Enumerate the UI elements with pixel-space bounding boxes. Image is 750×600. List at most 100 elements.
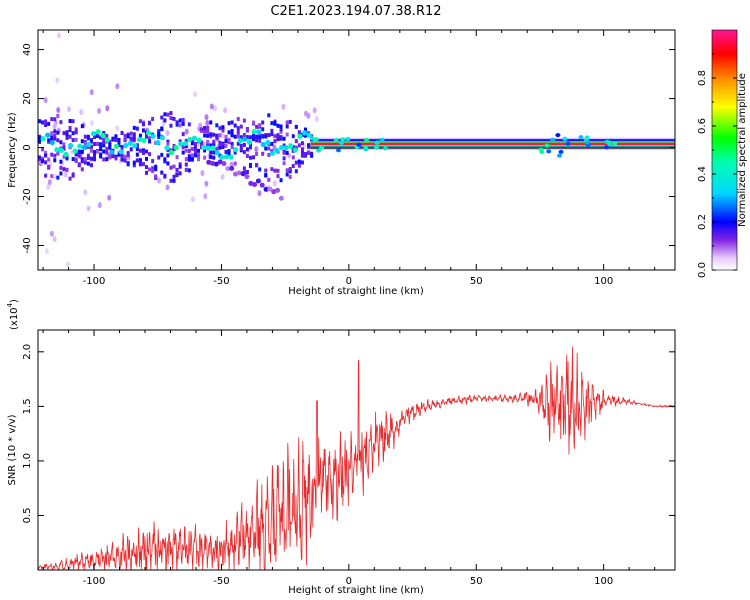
spectrogram-cell: [129, 147, 133, 152]
spectrogram-cell: [172, 174, 176, 179]
spectrogram-cell: [44, 160, 48, 165]
spectrogram-cell: [102, 157, 106, 162]
spectrogram-heatmap: [38, 32, 675, 268]
spectrogram-cell: [224, 139, 228, 144]
spectrogram-haze-cell: [83, 189, 88, 196]
spectrogram-haze-cell: [52, 173, 57, 180]
spectrogram-cell: [172, 178, 176, 183]
spectrogram-cell: [89, 163, 93, 168]
spectrogram-cell: [117, 137, 121, 142]
spectrogram-cell: [53, 117, 57, 122]
spectrogram-haze-cell: [220, 132, 225, 139]
spectrogram-cell: [236, 129, 240, 134]
spectrogram-cell: [236, 134, 240, 139]
spectrogram-cell: [86, 153, 90, 158]
spectrogram-cell: [148, 121, 152, 126]
spectrogram-cell: [166, 112, 170, 117]
spectrogram-x-tick-label: 50: [470, 276, 483, 287]
spectrogram-cell: [261, 151, 265, 156]
spectrogram-core-cell: [95, 129, 101, 135]
spectrogram-cell: [178, 164, 182, 169]
spectrogram-cell: [105, 150, 109, 155]
spectrogram-core-cell: [68, 142, 74, 149]
spectrogram-cell: [181, 150, 185, 155]
spectrogram-panel: -100 -50 0 50 100 -40 -20 0 20 40 Height of strai…: [7, 29, 676, 297]
spectrogram-cell: [62, 145, 66, 150]
spectrogram-cell: [175, 172, 179, 177]
spectrogram-cell: [230, 145, 234, 150]
spectrogram-core-cell: [278, 144, 285, 151]
spectrogram-x-label: Height of straight line (km): [288, 286, 424, 297]
spectrogram-haze-cell: [223, 107, 228, 114]
spectrogram-haze-cell: [209, 103, 214, 110]
spectrogram-cell: [218, 140, 222, 145]
spectrogram-cell: [44, 150, 48, 155]
spectrogram-cell: [71, 173, 75, 178]
spectrogram-cell: [233, 134, 237, 139]
spectrogram-core-cell: [265, 139, 271, 146]
spectrogram-haze-cell: [52, 236, 57, 243]
spectrogram-streak-cell: [206, 159, 212, 165]
spectrogram-cell: [178, 118, 182, 123]
spectrogram-haze-cell: [89, 89, 94, 96]
spectrogram-cell: [252, 137, 256, 142]
spectrogram-haze-cell: [192, 91, 197, 98]
spectrogram-cell: [169, 111, 173, 116]
spectrogram-cell: [242, 142, 246, 147]
spectrogram-cell: [291, 134, 295, 139]
spectrogram-haze-cell: [200, 170, 205, 177]
spectrogram-cell: [255, 162, 259, 167]
spectrogram-cell: [187, 148, 191, 153]
spectrogram-cell: [126, 151, 130, 156]
spectrogram-cell: [264, 173, 268, 178]
spectrogram-cell: [62, 131, 66, 136]
spectrogram-cell: [279, 129, 283, 134]
spectrogram-cell: [200, 140, 204, 145]
spectrogram-cell: [145, 149, 149, 154]
spectrogram-cell: [175, 120, 179, 125]
spectrogram-core-cell: [178, 141, 184, 147]
spectrogram-core-cell: [159, 135, 165, 141]
spectrogram-cell: [157, 135, 161, 140]
spectrogram-cell: [166, 141, 170, 146]
spectrogram-cell: [288, 169, 292, 174]
spectrogram-cell: [77, 149, 81, 154]
spectrogram-cell: [102, 137, 106, 142]
spectrogram-core-cell: [182, 141, 188, 147]
spectrogram-cell: [71, 131, 75, 136]
spectrogram-cell: [141, 162, 145, 167]
spectrogram-cell: [248, 135, 252, 140]
spectrogram-cell: [181, 132, 185, 137]
spectrogram-cell: [258, 167, 262, 172]
spectrogram-cell: [221, 128, 225, 133]
spectrogram-streak-cell: [275, 187, 281, 193]
spectrogram-streak-cell: [259, 182, 265, 188]
spectrogram-cell: [132, 138, 136, 143]
spectrogram-cell: [279, 135, 283, 140]
colorbar-axis: 0.0 0.2 0.4 0.6 0.8: [697, 53, 737, 278]
spectrogram-cell: [68, 118, 72, 123]
spectrogram-cell: [267, 146, 271, 151]
spectrogram-y-tick-label: 40: [22, 43, 33, 56]
spectrogram-haze-cell: [97, 202, 102, 209]
spectrogram-cell: [239, 147, 243, 152]
spectrogram-x-tick-label: 100: [594, 276, 613, 287]
spectrogram-cell: [93, 153, 97, 158]
spectrogram-cell: [148, 152, 152, 157]
spectrogram-cell: [288, 174, 292, 179]
spectrogram-band-blob: [363, 146, 369, 151]
spectrogram-cell: [83, 157, 87, 162]
spectrogram-cell: [279, 178, 283, 183]
spectrogram-cell: [138, 133, 142, 138]
spectrogram-cell: [172, 164, 176, 169]
spectrogram-cell: [212, 155, 216, 160]
spectrogram-cell: [285, 124, 289, 129]
spectrogram-haze-cell: [89, 119, 94, 126]
snr-y-tick-label: 0.5: [22, 508, 33, 524]
spectrogram-cell: [62, 142, 66, 147]
spectrogram-core-cell: [168, 149, 175, 156]
spectrogram-cell: [282, 136, 286, 141]
spectrogram-band-blob: [578, 135, 584, 140]
spectrogram-streak-cell: [263, 186, 269, 192]
spectrogram-cell: [230, 133, 234, 138]
